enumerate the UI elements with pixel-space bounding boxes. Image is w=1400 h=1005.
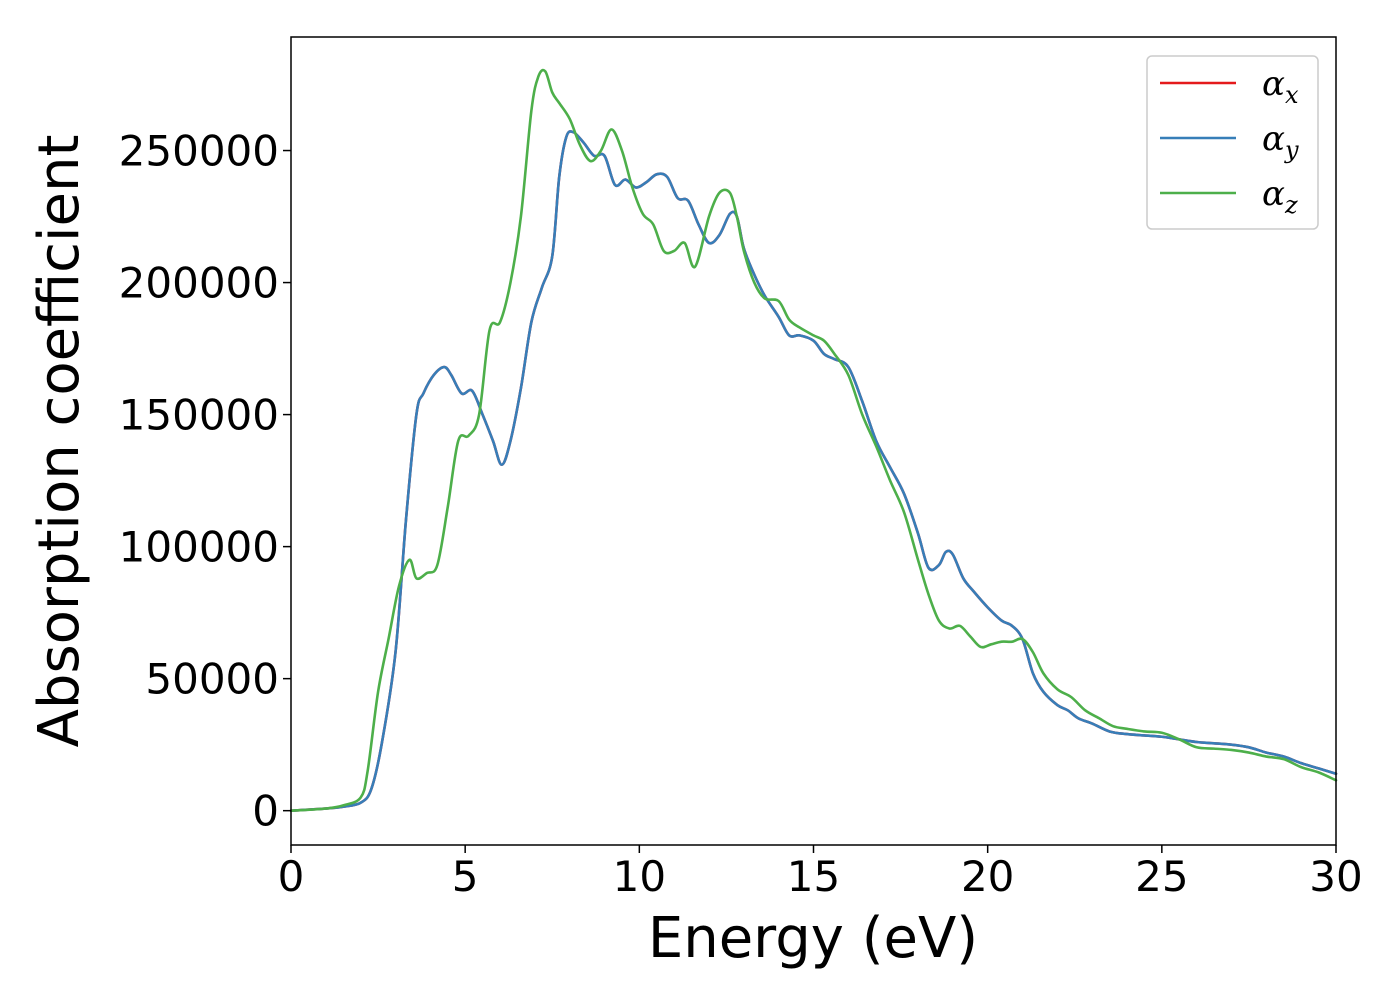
- x-tick-label: 25: [1135, 852, 1188, 901]
- x-axis-ticks: 0 5 10 15 20 25 30: [278, 845, 1363, 901]
- legend-label-alpha-x: αx: [1262, 64, 1299, 109]
- legend-alpha-y-sub: y: [1284, 136, 1299, 164]
- y-tick-label: 50000: [145, 655, 279, 704]
- x-tick-label: 20: [961, 852, 1014, 901]
- y-tick-label: 150000: [119, 391, 279, 440]
- legend-label-alpha-y: αy: [1262, 119, 1299, 164]
- legend-box: [1146, 55, 1319, 230]
- y-axis-title: Absorption coefficient: [27, 135, 92, 748]
- x-tick-label: 10: [613, 852, 666, 901]
- y-tick-label: 250000: [119, 127, 279, 176]
- legend-label-alpha-z: αz: [1262, 174, 1298, 219]
- x-tick-label: 30: [1309, 852, 1362, 901]
- series-line-alpha-y: [289, 130, 1338, 812]
- x-axis-title: Energy (eV): [648, 906, 978, 971]
- series-layer: [289, 68, 1338, 812]
- y-tick-label: 0: [252, 787, 279, 836]
- x-tick-label: 0: [278, 852, 305, 901]
- y-tick-label: 100000: [119, 523, 279, 572]
- series-line-alpha-z: [289, 68, 1338, 812]
- legend-alpha-z-sub: z: [1284, 191, 1298, 219]
- x-tick-label: 15: [787, 852, 840, 901]
- x-tick-label: 5: [452, 852, 479, 901]
- legend-alpha-z-main: α: [1262, 174, 1285, 214]
- legend-alpha-x-sub: x: [1285, 81, 1299, 109]
- legend-alpha-x-main: α: [1262, 64, 1285, 104]
- legend-alpha-y-main: α: [1262, 119, 1285, 159]
- y-axis-ticks: 0 50000 100000 150000 200000 250000: [119, 127, 291, 836]
- y-tick-label: 200000: [119, 259, 279, 308]
- legend: αx αy αz: [1146, 55, 1319, 230]
